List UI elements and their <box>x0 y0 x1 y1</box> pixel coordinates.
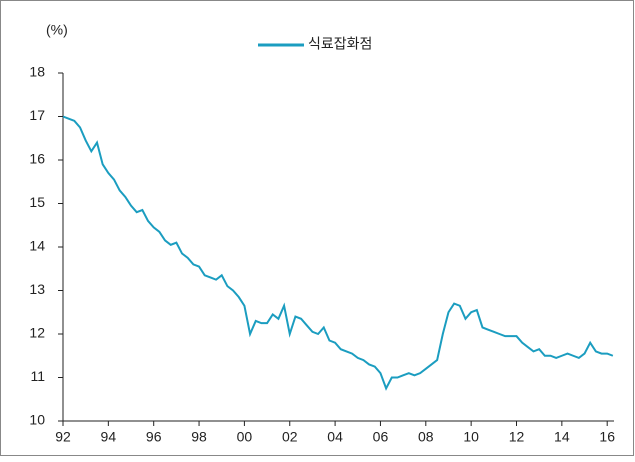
x-tick-label: 08 <box>418 429 434 445</box>
x-tick-label: 14 <box>554 429 570 445</box>
x-tick-label: 04 <box>327 429 343 445</box>
x-tick-label: 92 <box>55 429 71 445</box>
x-tick-label: 94 <box>101 429 117 445</box>
y-tick-label: 17 <box>29 107 45 123</box>
x-tick-label: 10 <box>463 429 479 445</box>
x-tick-label: 96 <box>146 429 162 445</box>
x-tick-label: 02 <box>282 429 298 445</box>
y-tick-label: 11 <box>30 368 45 384</box>
y-tick-label: 15 <box>29 194 45 210</box>
legend-label: 식료잡화점 <box>308 36 372 52</box>
x-tick-label: 00 <box>237 429 253 445</box>
y-tick-label: 10 <box>29 412 45 428</box>
y-tick-label: 13 <box>29 281 45 297</box>
y-tick-label: 12 <box>29 325 45 341</box>
x-tick-label: 06 <box>373 429 389 445</box>
x-tick-label: 98 <box>191 429 207 445</box>
y-tick-label: 18 <box>29 64 45 80</box>
x-tick-label: 12 <box>509 429 525 445</box>
y-tick-label: 16 <box>29 151 45 167</box>
y-tick-label: 14 <box>29 238 45 254</box>
y-axis-label: (%) <box>46 22 68 38</box>
line-series <box>62 115 614 391</box>
x-tick-label: 16 <box>599 429 615 445</box>
